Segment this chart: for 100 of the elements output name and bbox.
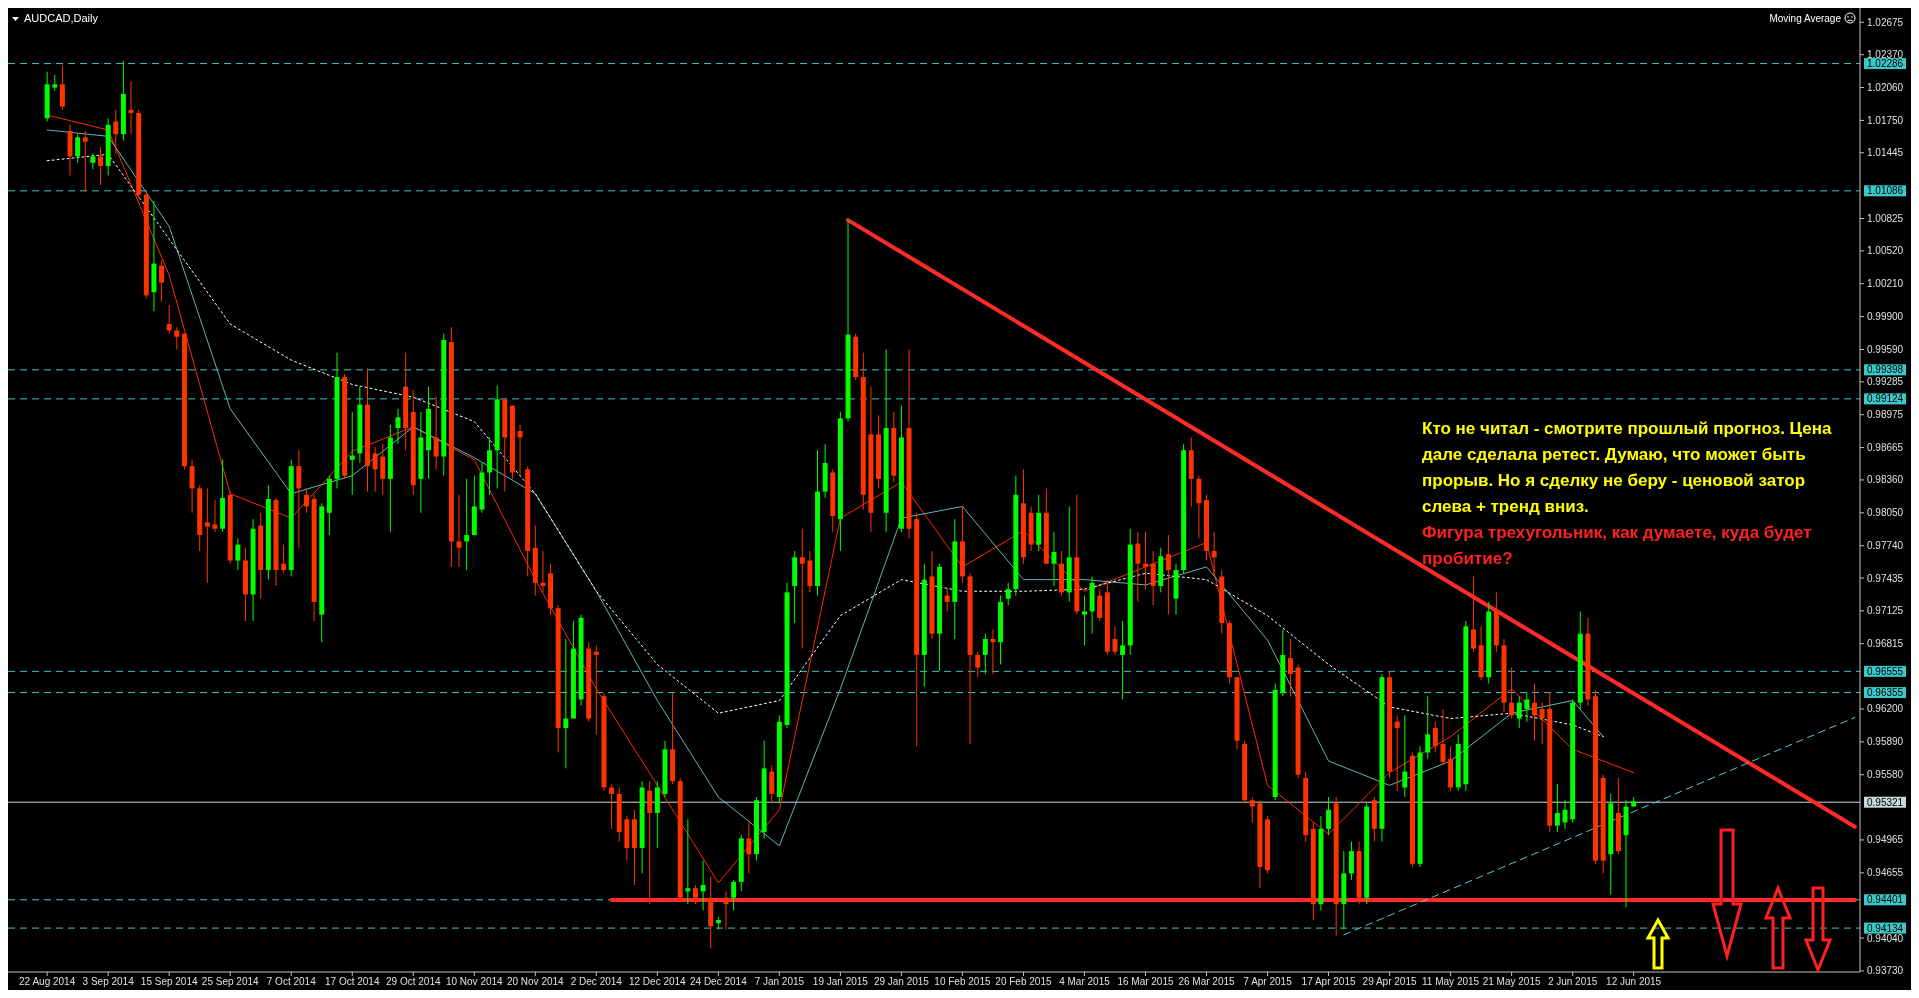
candlestick (1051, 531, 1057, 587)
x-tick-label: 10 Feb 2015 (934, 976, 991, 987)
candlestick (380, 443, 386, 496)
candlestick (1150, 550, 1156, 606)
candlestick (731, 879, 737, 911)
candlestick (647, 780, 653, 905)
candlestick (204, 487, 210, 584)
candlestick (517, 424, 523, 477)
ref-line-label: 1.01086 (1867, 185, 1904, 197)
candlestick (1005, 582, 1011, 606)
x-tick-label: 26 Mar 2015 (1178, 976, 1236, 987)
candlestick (1348, 841, 1354, 881)
x-tick-label: 7 Apr 2015 (1243, 976, 1293, 987)
candlestick (189, 459, 195, 514)
candlestick (746, 821, 752, 874)
x-tick-label: 17 Oct 2014 (325, 976, 380, 987)
ref-line-label: 0.95321 (1867, 796, 1904, 808)
candlestick (372, 446, 378, 493)
candlestick (1143, 531, 1148, 590)
candlestick (593, 644, 599, 735)
candlestick (693, 884, 698, 905)
candlestick (700, 860, 706, 911)
candlestick (487, 437, 493, 496)
x-tick-label: 20 Nov 2014 (506, 976, 565, 987)
candlestick (609, 783, 615, 830)
x-tick-label: 29 Oct 2014 (386, 976, 441, 987)
annotation: Кто не читал - смотрите прошлый прогноз. Цена дале сделала ретест. Думаю, что может быть прорыв. Но я сделку не беру - ценовой затор слева + тренд вниз. (1422, 419, 1832, 516)
candlestick (990, 628, 996, 675)
candlestick (1287, 638, 1293, 697)
candlestick (975, 651, 981, 678)
candlestick (304, 487, 309, 514)
x-tick-label: 3 Sep 2014 (82, 976, 135, 987)
candlestick (1249, 796, 1255, 823)
ref-line-label: 0.94401 (1867, 894, 1904, 906)
x-tick-label: 11 May 2015 (1422, 976, 1480, 987)
candlestick (98, 146, 104, 186)
y-tick-label: 1.01445 (1867, 147, 1904, 159)
y-tick-label: 0.97125 (1867, 605, 1904, 617)
candlestick (75, 133, 81, 164)
candlestick (1516, 695, 1522, 729)
chart-title: AUDCAD,Daily (24, 12, 99, 24)
y-tick-label: 0.98360 (1867, 474, 1904, 486)
x-tick-label: 4 Mar 2015 (1059, 976, 1111, 987)
candlestick (174, 326, 180, 350)
candlestick (1509, 667, 1515, 720)
candlestick (1082, 595, 1087, 646)
candlestick (90, 152, 96, 170)
candlestick (281, 544, 287, 574)
x-tick-label: 20 Feb 2015 (995, 976, 1052, 987)
x-tick-label: 7 Jan 2015 (754, 976, 805, 987)
x-tick-label: 25 Sep 2014 (201, 976, 259, 987)
y-tick-label: 0.97435 (1867, 572, 1904, 584)
candlestick (1211, 531, 1217, 577)
x-tick-label: 7 Oct 2014 (266, 976, 317, 987)
candlestick (464, 478, 470, 571)
candlestick (456, 494, 462, 568)
candlestick (349, 411, 355, 496)
candlestick (1165, 534, 1171, 616)
x-tick-label: 22 Aug 2014 (19, 976, 76, 987)
y-tick-label: 0.98665 (1867, 442, 1904, 454)
ref-line-label: 0.96355 (1867, 687, 1904, 699)
candlestick (1394, 714, 1400, 792)
y-tick-label: 1.02060 (1867, 82, 1904, 94)
candlestick (296, 449, 302, 549)
candlestick (1326, 796, 1332, 836)
candlestick (212, 499, 218, 533)
x-tick-label: 10 Nov 2014 (445, 976, 504, 987)
x-tick-label: 2 Dec 2014 (570, 976, 623, 987)
y-tick-label: 0.93730 (1867, 965, 1904, 977)
candlestick (1554, 783, 1560, 833)
x-tick-label: 24 Dec 2014 (690, 976, 748, 987)
candlestick (1097, 588, 1103, 622)
ref-line-label: 0.99124 (1867, 393, 1904, 405)
y-tick-label: 0.99285 (1867, 376, 1904, 388)
candlestick (769, 764, 775, 804)
y-tick-label: 0.99590 (1867, 343, 1904, 355)
x-tick-label: 15 Sep 2014 (140, 976, 198, 987)
y-tick-label: 0.98975 (1867, 409, 1904, 421)
y-tick-label: 0.94655 (1867, 867, 1904, 879)
y-tick-label: 1.00520 (1867, 245, 1904, 257)
ref-line-label: 0.96555 (1867, 665, 1904, 677)
y-tick-label: 1.02370 (1867, 49, 1904, 61)
candlestick (685, 818, 691, 905)
candlestick (1432, 721, 1438, 753)
candlestick (1402, 714, 1408, 798)
y-tick-label: 0.95580 (1867, 769, 1904, 781)
candlestick (540, 550, 546, 593)
candlestick (59, 64, 65, 111)
candlestick (166, 304, 172, 335)
x-tick-label: 2 Jun 2015 (1547, 976, 1598, 987)
candlestick (1425, 695, 1431, 760)
text: Moving Average (1769, 13, 1842, 24)
y-tick-label: 1.02675 (1867, 16, 1904, 28)
x-tick-label: 12 Dec 2014 (628, 976, 687, 987)
y-tick-label: 0.94040 (1867, 932, 1904, 944)
candlestick (1440, 708, 1446, 766)
candlestick (159, 259, 165, 303)
x-tick-label: 29 Jan 2015 (873, 976, 930, 987)
candlestick (1471, 575, 1476, 653)
candlestick (982, 633, 988, 675)
